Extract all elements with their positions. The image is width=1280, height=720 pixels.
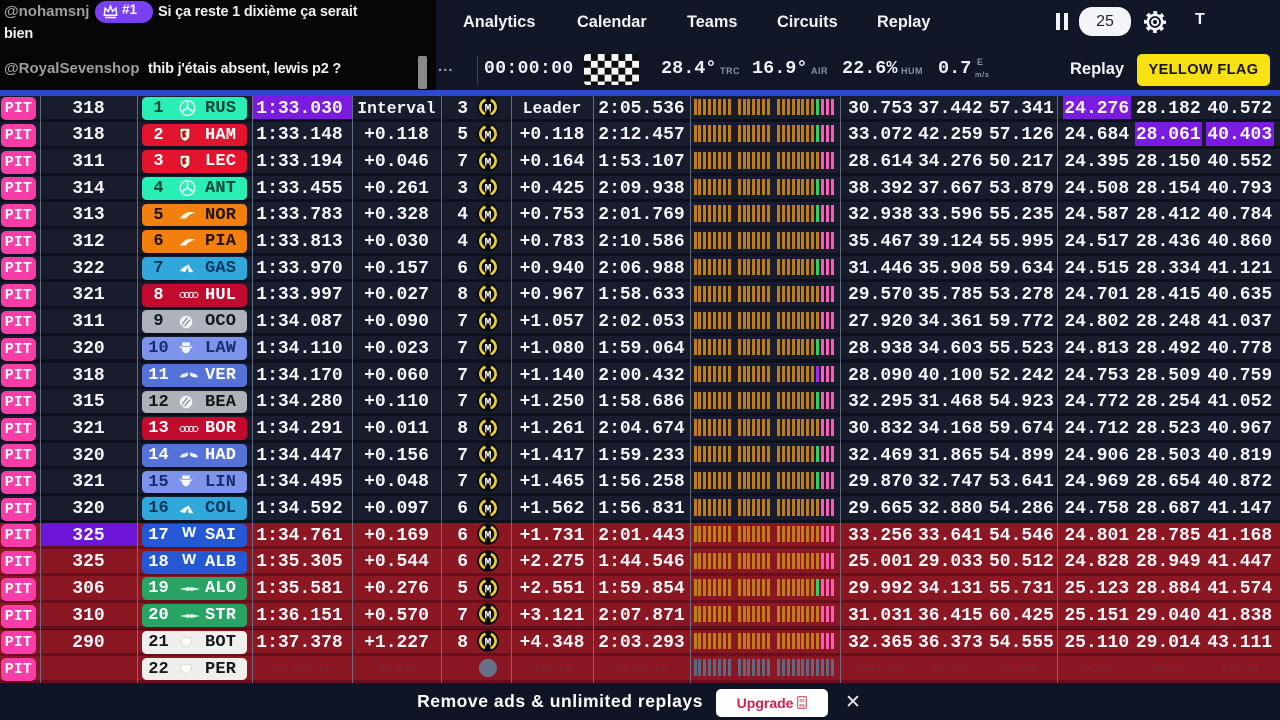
svg-text:M: M bbox=[485, 290, 492, 302]
svg-text:M: M bbox=[485, 317, 492, 329]
svg-text:M: M bbox=[485, 184, 492, 196]
svg-text:M: M bbox=[485, 264, 492, 276]
svg-text:M: M bbox=[485, 237, 492, 249]
svg-text:M: M bbox=[485, 424, 492, 436]
svg-text:M: M bbox=[485, 210, 492, 222]
svg-text:M: M bbox=[485, 504, 492, 516]
svg-text:M: M bbox=[485, 531, 492, 543]
svg-text:M: M bbox=[485, 397, 492, 409]
svg-text:M: M bbox=[485, 477, 492, 489]
svg-text:01: 01 bbox=[800, 698, 806, 703]
svg-text:M: M bbox=[485, 157, 492, 169]
svg-text:M: M bbox=[485, 371, 492, 383]
svg-text:M: M bbox=[485, 130, 492, 142]
svg-text:M: M bbox=[485, 344, 492, 356]
svg-text:M: M bbox=[485, 611, 492, 623]
svg-text:M: M bbox=[485, 584, 492, 596]
svg-text:F6: F6 bbox=[800, 703, 806, 708]
svg-text:M: M bbox=[485, 638, 492, 650]
svg-text:M: M bbox=[485, 557, 492, 569]
svg-text:M: M bbox=[485, 451, 492, 463]
svg-text:M: M bbox=[485, 104, 492, 116]
